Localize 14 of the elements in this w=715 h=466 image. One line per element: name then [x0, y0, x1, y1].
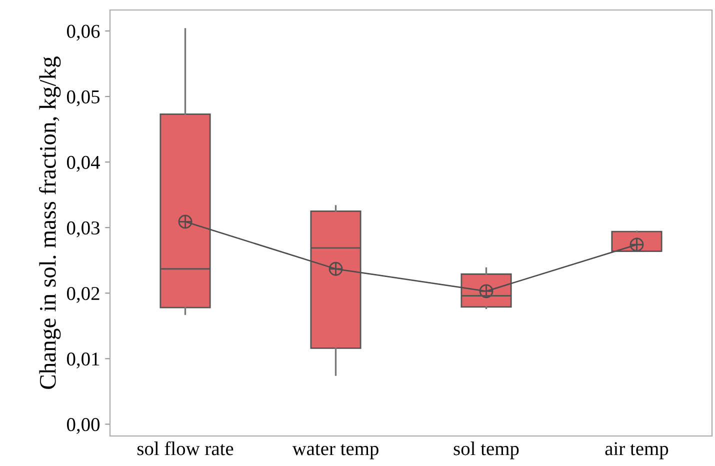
y-tick-label: 0,04 [66, 156, 100, 172]
x-tick-label: sol flow rate [137, 441, 234, 456]
y-tick-label: 0,01 [66, 352, 100, 368]
x-tick-label: air temp [605, 442, 668, 460]
y-tick-label: 0,00 [66, 418, 100, 434]
x-tick-label: sol temp [454, 442, 519, 460]
y-axis-title: Change in sol. mass fraction, kg/kg [38, 56, 61, 389]
y-tick-label: 0,06 [66, 24, 100, 41]
point [328, 262, 343, 276]
y-tick-label: 0,02 [66, 286, 100, 303]
x-tick-label: water temp [292, 444, 378, 460]
y-tick-label: 0,03 [66, 221, 100, 238]
y-tick-label: 0,05 [66, 90, 100, 106]
point [178, 214, 192, 229]
